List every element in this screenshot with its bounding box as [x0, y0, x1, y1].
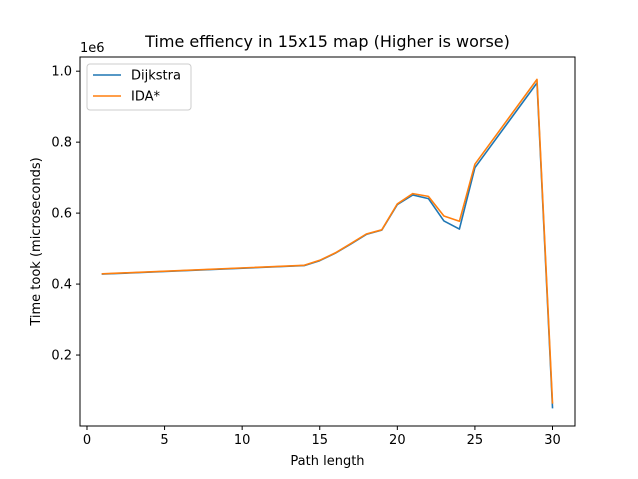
legend: Dijkstra IDA*: [86, 63, 192, 111]
y-tick-label: 0.4: [51, 278, 72, 293]
y-axis-label: Time took (microseconds): [29, 157, 44, 326]
x-tick-label: 0: [83, 433, 91, 448]
x-tick-label: 15: [311, 433, 328, 448]
plot-frame: [79, 56, 576, 427]
x-tick-label: 10: [234, 433, 251, 448]
y-tick-label: 0.6: [51, 207, 72, 222]
legend-label-dijkstra: Dijkstra: [131, 69, 181, 84]
chart-title: Time effiency in 15x15 map (Higher is wo…: [144, 32, 510, 51]
x-tick-label: 25: [467, 433, 484, 448]
x-axis-label: Path length: [290, 454, 364, 469]
x-axis: 0 5 10 15 20 25 30: [83, 426, 561, 448]
legend-label-ida-star: IDA*: [131, 90, 161, 105]
x-tick-label: 30: [544, 433, 561, 448]
series-line-ida-star: [101, 78, 554, 404]
y-tick-label: 0.2: [51, 349, 72, 364]
x-tick-label: 20: [389, 433, 406, 448]
y-tick-label: 0.8: [51, 136, 72, 151]
x-tick-label: 5: [160, 433, 168, 448]
y-tick-label: 1.0: [51, 65, 72, 80]
plot-lines: [101, 78, 554, 409]
y-axis: 0.2 0.4 0.6 0.8 1.0: [51, 65, 80, 364]
y-offset-text: 1e6: [80, 41, 105, 56]
